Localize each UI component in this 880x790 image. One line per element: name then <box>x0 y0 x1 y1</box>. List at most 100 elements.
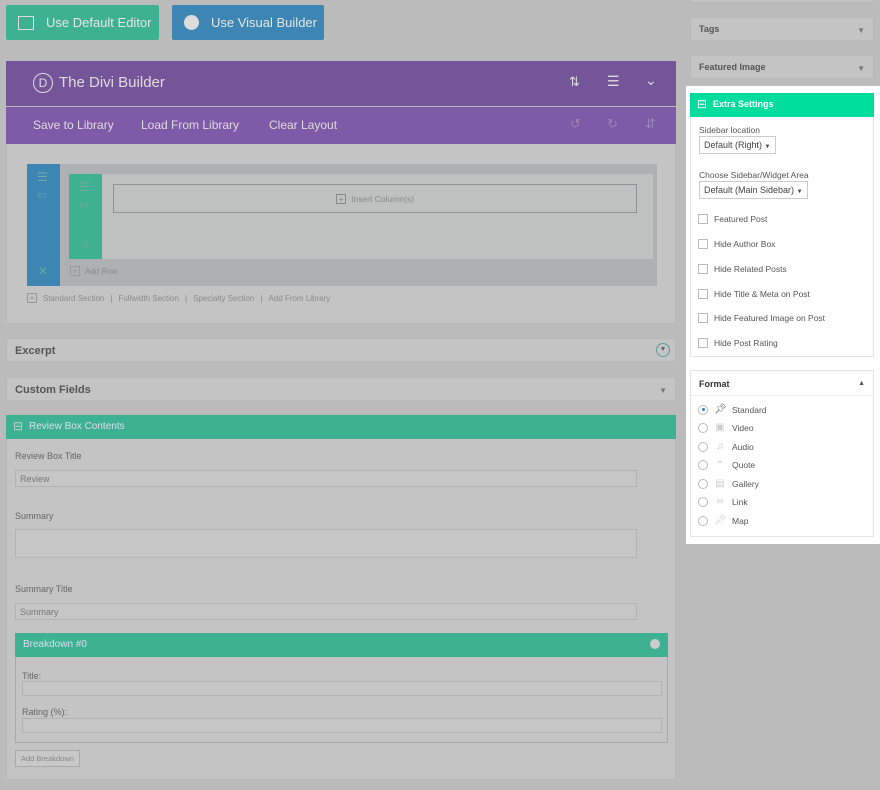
sort-icon[interactable]: ⇅ <box>569 74 580 89</box>
hide-author-box-checkbox[interactable]: Hide Author Box <box>698 239 775 249</box>
load-from-library-button[interactable]: Load From Library <box>141 118 240 132</box>
breakdown-box: Breakdown #0 Title: Rating (%): <box>15 633 668 743</box>
widget-area-select[interactable]: Default (Main Sidebar) ▼ <box>699 181 808 199</box>
divi-canvas: ☰ ▭ ✕ ☰ ▭ ✕ + Insert Column(s) + Add Row… <box>6 144 676 324</box>
history-icon[interactable]: ⇵ <box>645 116 656 131</box>
move-icon[interactable]: ☰ <box>37 170 48 184</box>
checkbox[interactable] <box>698 214 708 224</box>
panel-title: Featured Image <box>699 62 766 72</box>
settings-icon[interactable]: ▭ <box>37 190 47 201</box>
format-option-quote[interactable]: “ Quote <box>698 459 755 470</box>
gallery-icon: ▤ <box>715 478 725 489</box>
row-handle[interactable]: ☰ ▭ ✕ <box>69 174 102 259</box>
radio[interactable] <box>698 422 708 433</box>
checkbox[interactable] <box>698 313 708 323</box>
quote-icon: “ <box>717 459 723 470</box>
radio[interactable] <box>698 404 708 415</box>
format-option-standard[interactable]: 📌︎ Standard <box>698 404 767 415</box>
summary-textarea[interactable] <box>15 529 637 558</box>
redo-icon[interactable]: ↻ <box>607 116 618 131</box>
review-box-panel: ⊟ Review Box Contents Review Box Title R… <box>6 415 676 780</box>
excerpt-panel[interactable]: Excerpt ▼ <box>6 338 676 362</box>
radio[interactable] <box>698 478 708 489</box>
caret-down-icon[interactable]: ▼ <box>857 26 865 35</box>
extra-icon: ⊟ <box>13 419 24 433</box>
summary-title-label: Summary Title <box>15 584 73 594</box>
extra-settings-header[interactable]: ⊟ Extra Settings <box>690 93 874 117</box>
format-option-gallery[interactable]: ▤ Gallery <box>698 478 759 489</box>
close-icon[interactable]: ✕ <box>38 264 49 278</box>
format-label: Quote <box>732 459 756 470</box>
review-box-header[interactable]: ⊟ Review Box Contents <box>6 415 676 439</box>
use-visual-builder-button[interactable]: Use Visual Builder <box>172 5 324 40</box>
music-icon: ♫ <box>716 441 724 452</box>
format-option-video[interactable]: ▣ Video <box>698 422 754 433</box>
tags-panel[interactable]: Tags ▼ <box>690 17 874 41</box>
checkbox-label: Hide Post Rating <box>714 338 778 348</box>
breakdown-title-input[interactable] <box>22 681 662 696</box>
add-row-button[interactable]: + Add Row <box>70 266 117 276</box>
section-links: + Standard Section | Fullwidth Section | S… <box>27 293 330 303</box>
undo-icon[interactable]: ↺ <box>570 116 581 131</box>
use-default-editor-button[interactable]: Use Default Editor <box>6 5 159 40</box>
pin-icon: 📌︎ <box>714 515 727 526</box>
summary-title-input[interactable]: Summary <box>15 603 637 620</box>
save-to-library-button[interactable]: Save to Library <box>33 118 114 132</box>
caret-down-icon[interactable]: ▼ <box>659 386 667 395</box>
panel-title: Review Box Contents <box>29 421 125 432</box>
radio[interactable] <box>698 496 708 507</box>
close-icon[interactable]: ✕ <box>80 238 91 252</box>
sidebar-location-select[interactable]: Default (Right) ▼ <box>699 136 776 154</box>
hide-post-rating-checkbox[interactable]: Hide Post Rating <box>698 338 778 348</box>
breakdown-title: Breakdown #0 <box>23 639 87 650</box>
specialty-section-link[interactable]: Specialty Section <box>193 293 255 303</box>
review-box-title-input[interactable]: Review <box>15 470 637 487</box>
add-breakdown-button[interactable]: Add Breakdown <box>15 750 80 767</box>
settings-icon[interactable]: ▭ <box>79 200 89 211</box>
hide-related-posts-checkbox[interactable]: Hide Related Posts <box>698 264 787 274</box>
add-row-label: Add Row <box>85 266 118 276</box>
close-icon[interactable] <box>650 639 660 649</box>
radio[interactable] <box>698 441 708 452</box>
summary-label: Summary <box>15 511 54 521</box>
panel-title: Tags <box>699 24 720 34</box>
format-option-link[interactable]: ∞ Link <box>698 496 748 507</box>
checkbox[interactable] <box>698 289 708 299</box>
breakdown-rating-input[interactable] <box>22 718 662 733</box>
format-header[interactable]: Format ▲ <box>691 371 873 396</box>
add-from-library-link[interactable]: Add From Library <box>268 293 331 303</box>
format-option-audio[interactable]: ♫ Audio <box>698 441 754 452</box>
eye-icon <box>184 15 199 30</box>
radio[interactable] <box>698 515 708 526</box>
custom-fields-panel[interactable]: Custom Fields ▼ <box>6 377 676 401</box>
toggle-icon[interactable]: ▼ <box>656 343 670 357</box>
panel-title: Custom Fields <box>15 384 91 396</box>
menu-icon[interactable]: ☰ <box>607 73 620 89</box>
editor-icon <box>18 15 34 30</box>
divi-logo: D <box>33 73 53 93</box>
hide-title-meta-checkbox[interactable]: Hide Title & Meta on Post <box>698 289 810 299</box>
extra-icon: ⊟ <box>697 97 708 111</box>
hide-featured-image-checkbox[interactable]: Hide Featured Image on Post <box>698 313 825 323</box>
fullwidth-section-link[interactable]: Fullwidth Section <box>118 293 179 303</box>
chevron-down-icon[interactable]: ⌄ <box>645 72 657 88</box>
checkbox[interactable] <box>698 264 708 274</box>
caret-up-icon[interactable]: ▲ <box>858 380 865 387</box>
insert-columns-button[interactable]: + Insert Column(s) <box>113 184 637 213</box>
caret-down-icon: ▼ <box>796 189 803 195</box>
featured-image-panel[interactable]: Featured Image ▼ <box>690 55 874 79</box>
move-icon[interactable]: ☰ <box>79 180 90 194</box>
checkbox-label: Hide Featured Image on Post <box>714 313 826 323</box>
format-panel: Format ▲ <box>690 370 874 537</box>
caret-down-icon[interactable]: ▼ <box>857 64 865 73</box>
format-option-map[interactable]: 📌︎ Map <box>698 515 749 526</box>
checkbox[interactable] <box>698 338 708 348</box>
previous-panel <box>690 0 874 3</box>
section-handle[interactable]: ☰ ▭ ✕ <box>27 164 60 286</box>
standard-section-link[interactable]: Standard Section <box>43 293 105 303</box>
checkbox-label: Hide Related Posts <box>714 264 787 274</box>
radio[interactable] <box>698 459 708 470</box>
checkbox[interactable] <box>698 239 708 249</box>
featured-post-checkbox[interactable]: Featured Post <box>698 214 767 224</box>
clear-layout-button[interactable]: Clear Layout <box>269 118 338 132</box>
